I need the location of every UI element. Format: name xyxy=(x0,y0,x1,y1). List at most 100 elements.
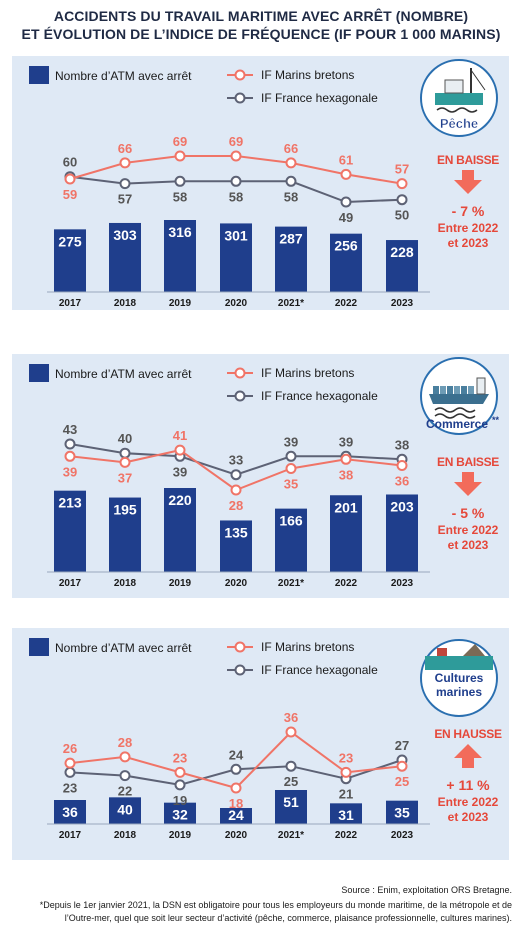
bar-2023 xyxy=(386,494,418,572)
point-bretons xyxy=(230,782,242,794)
x-tick-label: 2019 xyxy=(169,578,192,589)
point-bretons xyxy=(285,726,297,738)
trend-period-2: et 2023 xyxy=(448,810,489,824)
point-bretons xyxy=(174,150,186,162)
trend-period-1: Entre 2022 xyxy=(438,221,499,235)
legend-bretons-marker xyxy=(234,69,246,81)
data-label-bretons: 39 xyxy=(63,464,77,479)
bar-2021* xyxy=(275,508,307,572)
legend-france-marker xyxy=(234,390,246,402)
data-label-bretons: 57 xyxy=(395,162,409,177)
x-tick-label: 2019 xyxy=(169,830,192,841)
data-label-bretons: 26 xyxy=(63,741,77,756)
legend-bretons-label: IF Marins bretons xyxy=(261,640,354,654)
x-tick-label: 2017 xyxy=(59,578,82,589)
point-bretons xyxy=(396,760,408,772)
legend-france-marker xyxy=(234,664,246,676)
data-label-france: 49 xyxy=(339,210,353,225)
data-label-france: 23 xyxy=(63,780,77,795)
data-label-france: 39 xyxy=(173,464,187,479)
point-bretons xyxy=(340,168,352,180)
legend-bar-swatch xyxy=(29,364,49,382)
chart-cultures-marines: Nombre d’ATM avec arrêt IF Marins bretons… xyxy=(29,638,502,841)
data-label-bretons: 69 xyxy=(229,134,243,149)
data-label-bretons: 36 xyxy=(284,710,298,725)
source-note: Source : Enim, exploitation ORS Bretagne… xyxy=(341,885,512,895)
boat-rigging xyxy=(470,69,486,91)
sector-label-line-1: Cultures xyxy=(435,671,484,685)
ship-container xyxy=(461,386,467,394)
barge-cabin xyxy=(437,648,447,656)
data-label-bretons: 66 xyxy=(118,141,132,156)
ship-container xyxy=(447,386,453,394)
x-tick-label: 2022 xyxy=(335,578,358,589)
point-france xyxy=(64,438,76,450)
point-bretons xyxy=(285,157,297,169)
sector-label: Pêche xyxy=(440,116,478,131)
point-france xyxy=(174,779,186,791)
boat-cabin xyxy=(444,79,464,94)
ship-container xyxy=(468,386,474,394)
point-bretons xyxy=(64,450,76,462)
data-label-france: 19 xyxy=(173,793,187,808)
data-label-france: 27 xyxy=(395,738,409,753)
data-label-france: 60 xyxy=(63,155,77,170)
x-tick-label: 2020 xyxy=(225,298,248,309)
point-france xyxy=(340,196,352,208)
bar-2022 xyxy=(330,495,362,572)
bar-2019 xyxy=(164,488,196,572)
point-france xyxy=(119,178,131,190)
point-france xyxy=(119,770,131,782)
point-france xyxy=(285,175,297,187)
bar-value-label: 31 xyxy=(338,807,354,823)
point-bretons xyxy=(174,766,186,778)
x-tick-label: 2020 xyxy=(225,578,248,589)
x-tick-label: 2018 xyxy=(114,578,137,589)
data-label-france: 39 xyxy=(284,434,298,449)
legend-bars-label: Nombre d’ATM avec arrêt xyxy=(55,69,192,83)
data-label-bretons: 69 xyxy=(173,134,187,149)
bar-value-label: 228 xyxy=(390,244,414,260)
data-label-france: 33 xyxy=(229,453,243,468)
x-tick-label: 2022 xyxy=(335,830,358,841)
bar-2020 xyxy=(220,808,252,824)
trend-change: - 5 % xyxy=(452,505,485,521)
wave-icon xyxy=(434,413,476,419)
bar-value-label: 256 xyxy=(334,238,358,254)
point-bretons xyxy=(64,757,76,769)
trend-period-2: et 2023 xyxy=(448,236,489,250)
data-label-france: 25 xyxy=(284,774,298,789)
bar-value-label: 51 xyxy=(283,794,299,810)
legend-bar-swatch xyxy=(29,638,49,656)
point-bretons xyxy=(64,173,76,185)
point-france xyxy=(230,469,242,481)
data-label-bretons: 66 xyxy=(284,141,298,156)
point-france xyxy=(285,450,297,462)
x-tick-label: 2017 xyxy=(59,830,82,841)
x-tick-label: 2023 xyxy=(391,578,414,589)
trend-period-2: et 2023 xyxy=(448,538,489,552)
data-label-bretons: 37 xyxy=(118,470,132,485)
chart-title-line-2: ET ÉVOLUTION DE L’INDICE DE FRÉQUENCE (I… xyxy=(21,26,501,42)
point-bretons xyxy=(230,150,242,162)
x-tick-label: 2021* xyxy=(278,830,304,841)
bar-2021* xyxy=(275,790,307,824)
legend-france-label: IF France hexagonale xyxy=(261,663,378,677)
point-france xyxy=(230,175,242,187)
up-arrow-icon xyxy=(454,744,482,768)
bar-value-label: 275 xyxy=(58,233,82,249)
bar-2019 xyxy=(164,802,196,824)
bar-2017 xyxy=(54,490,86,572)
sector-label: Commerce xyxy=(426,417,488,431)
bar-value-label: 135 xyxy=(224,524,248,540)
barge-hull xyxy=(425,656,493,670)
point-bretons xyxy=(119,751,131,763)
trend-period-1: Entre 2022 xyxy=(438,523,499,537)
x-tick-label: 2023 xyxy=(391,830,414,841)
point-bretons xyxy=(230,484,242,496)
x-tick-label: 2022 xyxy=(335,298,358,309)
point-france xyxy=(230,763,242,775)
bar-2017 xyxy=(54,800,86,824)
x-tick-label: 2017 xyxy=(59,298,82,309)
